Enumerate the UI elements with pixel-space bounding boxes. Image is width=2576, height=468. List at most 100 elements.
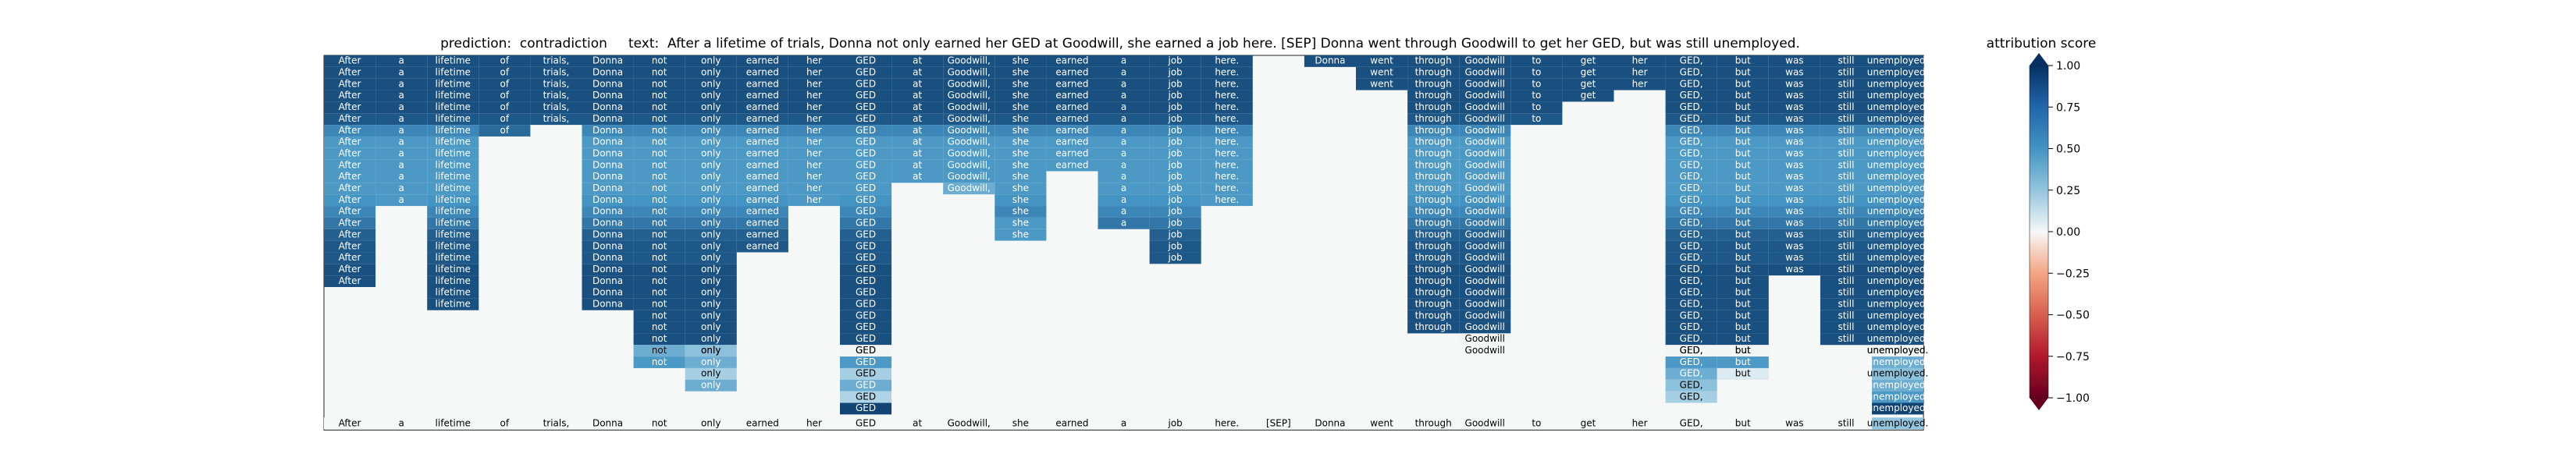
cell-label: earned <box>1055 90 1088 101</box>
cell-label: only <box>701 147 720 158</box>
cell-label: not <box>652 90 667 101</box>
colorbar-gradient <box>2029 65 2049 399</box>
cell-label: After <box>339 113 361 124</box>
cell-label: she <box>1012 90 1029 101</box>
token-row-cell <box>1201 417 1253 430</box>
heatmap-cell <box>1872 264 1924 276</box>
token-row-cell <box>943 417 995 430</box>
cell-label: unemployed. <box>1867 101 1929 112</box>
heatmap-cell <box>788 90 840 102</box>
token-label: but <box>1735 417 1751 428</box>
cell-label: job <box>1168 183 1183 193</box>
heatmap-cell <box>427 78 479 90</box>
cell-label: job <box>1168 55 1183 66</box>
heatmap-cell <box>1098 194 1150 207</box>
cell-label: was <box>1785 264 1803 275</box>
heatmap-cell <box>840 206 892 218</box>
token-label: [SEP] <box>1266 417 1291 428</box>
heatmap-cell <box>582 101 634 114</box>
cell-label: GED, <box>1680 159 1703 170</box>
token-label: at <box>913 417 922 428</box>
cell-label: a <box>1121 78 1126 89</box>
heatmap-cell <box>840 113 892 126</box>
cell-label: still <box>1838 310 1854 321</box>
heatmap-cell <box>324 101 376 114</box>
heatmap-cell <box>1872 78 1924 90</box>
heatmap-cell <box>1665 275 1717 287</box>
cell-label: lifetime <box>436 147 471 158</box>
heatmap-cell <box>1717 66 1769 79</box>
cell-label: was <box>1785 67 1803 78</box>
cell-label: unemployed. <box>1867 391 1929 402</box>
heatmap-cell <box>427 217 479 229</box>
heatmap-cell <box>1098 55 1150 67</box>
cell-label: still <box>1838 78 1854 89</box>
cell-label: Goodwill <box>1465 264 1505 275</box>
cell-label: a <box>398 147 404 158</box>
cell-label: here. <box>1215 90 1239 101</box>
heatmap-cell <box>1510 78 1563 90</box>
colorbar-tick-label: 0.25 <box>2056 185 2080 197</box>
heatmap-cell <box>530 66 582 79</box>
heatmap-cell <box>427 159 479 172</box>
heatmap-cell <box>1407 287 1460 299</box>
cell-label: but <box>1735 136 1751 147</box>
cell-label: earned <box>1055 67 1088 78</box>
cell-label: only <box>701 333 720 344</box>
cell-label: a <box>1121 101 1126 112</box>
cell-label: was <box>1785 252 1803 263</box>
cell-label: GED <box>856 379 876 390</box>
cell-label: unemployed. <box>1867 113 1929 124</box>
heatmap-cell <box>1407 321 1460 334</box>
heatmap-cell <box>1820 90 1872 102</box>
cell-label: here. <box>1215 194 1239 205</box>
cell-label: After <box>339 55 361 66</box>
heatmap-cell <box>427 206 479 218</box>
cell-label: GED <box>856 113 876 124</box>
heatmap-cell <box>1201 66 1253 79</box>
heatmap-cell <box>1768 240 1820 253</box>
token-row-cell <box>788 417 840 430</box>
heatmap-cell <box>582 136 634 148</box>
heatmap-cell <box>788 171 840 183</box>
heatmap-cell <box>427 183 479 195</box>
cell-label: here. <box>1215 101 1239 112</box>
heatmap-cell <box>994 66 1047 79</box>
heatmap-cell <box>633 240 685 253</box>
cell-label: earned <box>746 194 779 205</box>
cell-label: earned <box>1055 136 1088 147</box>
heatmap-cell <box>1872 229 1924 241</box>
heatmap-cell <box>1665 113 1717 126</box>
heatmap-cell <box>840 275 892 287</box>
cell-label: GED, <box>1680 275 1703 286</box>
cell-label: Goodwill <box>1465 275 1505 286</box>
cell-label: lifetime <box>436 90 471 101</box>
cell-label: GED <box>856 333 876 344</box>
cell-label: through <box>1415 125 1452 136</box>
cell-label: trials, <box>543 78 570 89</box>
cell-label: but <box>1735 252 1751 263</box>
cell-label: GED <box>856 356 876 367</box>
cell-label: not <box>652 125 667 136</box>
cell-label: through <box>1415 78 1452 89</box>
cell-label: to <box>1532 78 1541 89</box>
heatmap-cell <box>840 252 892 264</box>
heatmap-cell <box>1872 147 1924 160</box>
heatmap-cell <box>1665 356 1717 368</box>
cell-label: through <box>1415 252 1452 263</box>
cell-label: not <box>652 101 667 112</box>
heatmap-cell <box>1820 55 1872 67</box>
cell-label: GED <box>856 402 876 413</box>
cell-label: After <box>339 90 361 101</box>
cell-label: job <box>1168 101 1183 112</box>
cell-label: earned <box>746 147 779 158</box>
heatmap-cell <box>427 240 479 253</box>
heatmap-cell <box>1872 125 1924 136</box>
cell-label: she <box>1012 218 1029 229</box>
heatmap-cell <box>1407 194 1460 207</box>
heatmap-cell <box>1717 194 1769 207</box>
heatmap-cell <box>633 147 685 160</box>
heatmap-cell <box>427 229 479 241</box>
token-row-cell <box>1356 417 1408 430</box>
